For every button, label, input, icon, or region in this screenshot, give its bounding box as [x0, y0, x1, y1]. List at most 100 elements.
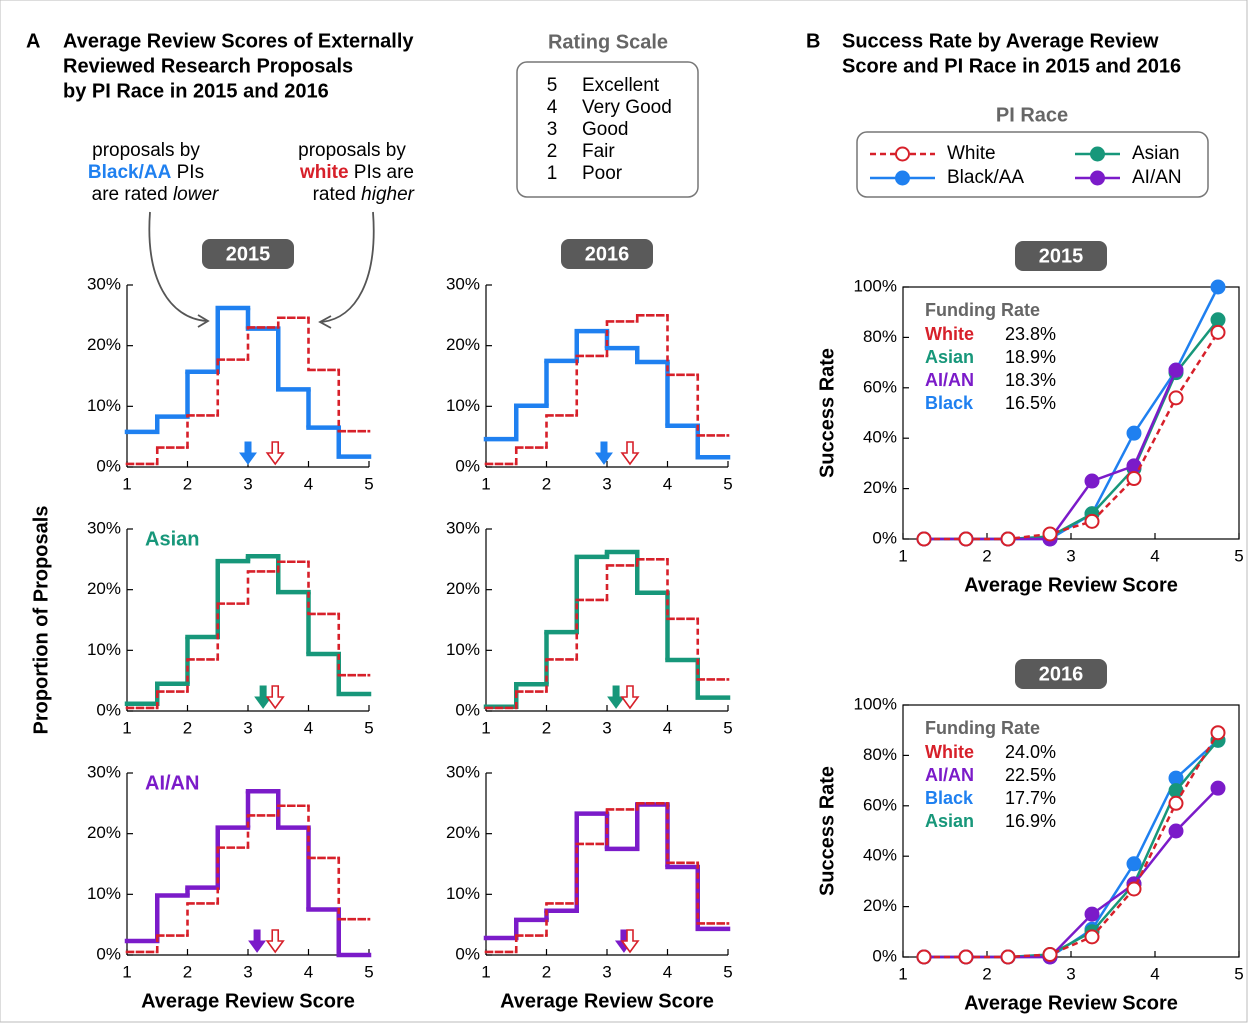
y-tick-label: 100%	[854, 276, 897, 295]
reference-series	[484, 802, 730, 954]
y-tick-label: 20%	[87, 579, 121, 598]
x-tick-label: 4	[1150, 546, 1159, 565]
panel-letter: A	[26, 30, 40, 52]
rating-score: 4	[547, 97, 558, 118]
x-tick-label: 2	[982, 546, 991, 565]
success-point	[1000, 949, 1016, 965]
y-tick-label: 10%	[87, 396, 121, 415]
x-tick-label: 2	[542, 718, 551, 737]
y-tick-label: 0%	[96, 456, 121, 475]
chart: 0% 10% 20% 30% 1 2 3 4 5 AI/AN Average Review Scor…	[87, 762, 374, 1012]
annotation: are rated lower	[92, 184, 219, 205]
x-tick-label: 4	[1150, 964, 1159, 983]
funding-rate-value: 22.5%	[1005, 765, 1056, 785]
rating-label: Excellent	[582, 75, 660, 96]
y-tick-label: 40%	[863, 428, 897, 447]
success-point	[1210, 279, 1226, 295]
funding-rate-group: Asian	[925, 347, 974, 367]
reference-series	[125, 560, 371, 710]
rating-score: 1	[547, 163, 558, 184]
x-tick-label: 5	[723, 962, 732, 981]
funding-rate-group: White	[925, 324, 974, 344]
x-tick-label: 2	[542, 474, 551, 493]
rating-scale-items: 5 Excellent 4 Very Good 3 Good 2 Fair 1 Poor	[547, 75, 672, 184]
y-tick-label: 20%	[863, 896, 897, 915]
line-series	[916, 725, 1226, 965]
y-tick-label: 40%	[863, 846, 897, 865]
x-tick-label: 1	[481, 474, 490, 493]
y-tick-label: 10%	[87, 640, 121, 659]
rating-label: Good	[582, 119, 628, 140]
reference-series	[125, 316, 371, 466]
annotation-text: PIs	[171, 162, 204, 183]
x-tick-label: 4	[663, 962, 672, 981]
success-point	[1210, 780, 1226, 796]
y-tick-label: 0%	[96, 944, 121, 963]
success-point	[916, 949, 932, 965]
success-point	[1168, 770, 1184, 786]
x-tick-label: 3	[1066, 546, 1075, 565]
legend-box	[856, 131, 1209, 198]
y-tick-label: 80%	[863, 745, 897, 764]
mean-arrow	[239, 441, 257, 465]
rating-score: 3	[547, 119, 558, 140]
y-tick-label: 20%	[87, 335, 121, 354]
success-line	[924, 732, 1220, 959]
reference-series	[125, 804, 371, 954]
y-axis-label: Success Rate	[816, 766, 838, 896]
year-badge-label: 2015	[1039, 245, 1084, 267]
x-tick-label: 3	[1066, 964, 1075, 983]
success-point	[1084, 473, 1100, 489]
x-tick-label: 1	[481, 962, 490, 981]
x-tick-label: 2	[183, 718, 192, 737]
annotation-arrowhead	[318, 315, 332, 329]
rating-score: 5	[547, 75, 558, 96]
reference-series	[484, 558, 730, 710]
x-tick-label: 1	[481, 718, 490, 737]
x-tick-label: 3	[602, 718, 611, 737]
funding-rate-value: 24.0%	[1005, 742, 1056, 762]
rating-label: Very Good	[582, 97, 672, 118]
funding-rate-value: 23.8%	[1005, 324, 1056, 344]
y-tick-label: 20%	[446, 579, 480, 598]
y-tick-label: 0%	[455, 700, 480, 719]
legend-label: AI/AN	[1132, 167, 1182, 188]
success-point	[1000, 531, 1016, 547]
y-tick-label: 30%	[87, 762, 121, 781]
success-point	[1084, 929, 1100, 945]
group-label: Asian	[145, 528, 199, 550]
y-tick-label: 20%	[87, 823, 121, 842]
annotation-group: Black/AA	[88, 162, 172, 183]
x-tick-label: 4	[304, 962, 313, 981]
legend-marker	[1090, 146, 1105, 162]
chart: 0% 10% 20% 30% 1 2 3 4 5 2016	[446, 239, 733, 493]
funding-rate-group: AI/AN	[925, 370, 974, 390]
x-tick-label: 2	[982, 964, 991, 983]
funding-rate-value: 17.7%	[1005, 788, 1056, 808]
rating-scale-title: Rating Scale	[548, 31, 668, 53]
mean-arrow	[620, 929, 640, 954]
x-tick-label: 5	[364, 962, 373, 981]
annotation-arrow	[148, 211, 207, 322]
x-tick-label: 5	[364, 718, 373, 737]
annotation-group: white	[299, 162, 349, 183]
rating-label: Fair	[582, 141, 615, 162]
group-label: AI/AN	[145, 772, 199, 794]
x-tick-label: 2	[183, 474, 192, 493]
annotation-arrow	[321, 211, 375, 323]
y-tick-label: 10%	[446, 884, 480, 903]
success-point	[1210, 324, 1226, 340]
x-tick-label: 5	[1234, 546, 1243, 565]
x-tick-label: 3	[243, 474, 252, 493]
x-tick-label: 2	[183, 962, 192, 981]
x-tick-label: 5	[723, 718, 732, 737]
rating-score: 2	[547, 141, 558, 162]
success-point	[1126, 458, 1142, 474]
group-series	[124, 788, 372, 958]
y-tick-label: 0%	[872, 946, 897, 965]
funding-rate-group: Black	[925, 788, 974, 808]
annotation: rated higher	[313, 184, 415, 205]
year-badge	[1015, 241, 1107, 271]
y-tick-label: 0%	[872, 528, 897, 547]
